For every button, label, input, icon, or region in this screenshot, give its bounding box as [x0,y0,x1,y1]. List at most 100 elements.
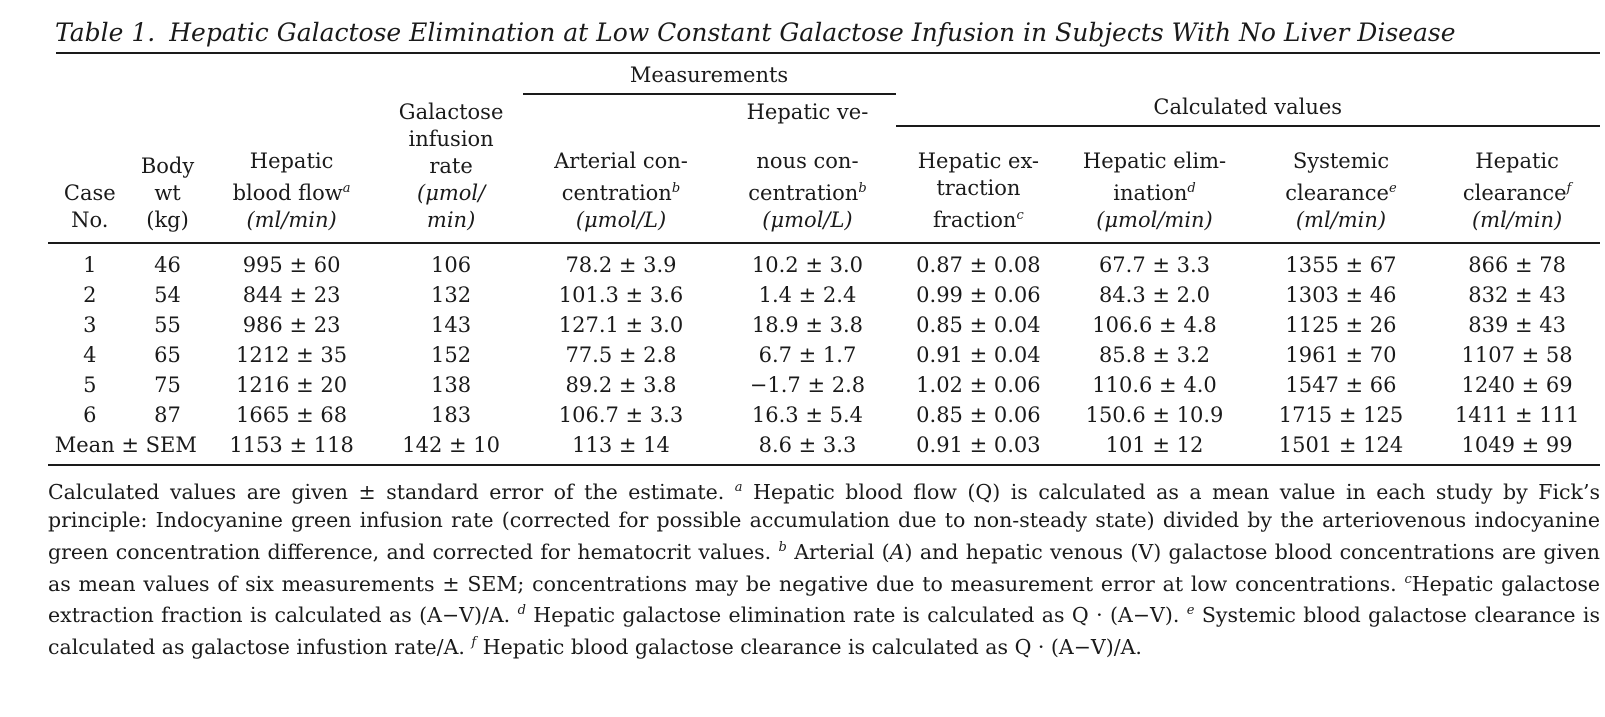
cell-body-wt: 55 [154,313,181,337]
cell-body-wt: 87 [154,403,181,427]
col-header-hepatic-clearance: Hepatic clearancef (ml/min) [1462,149,1572,232]
cell-extraction: 0.91 ± 0.04 [916,343,1041,367]
cell-arterial-conc: 106.7 ± 3.3 [558,403,684,427]
table-row: 4 65 1212 ± 35 152 77.5 ± 2.8 6.7 ± 1.7 … [48,340,1600,370]
cell-elimination: 150.6 ± 10.9 [1085,403,1224,427]
table-body: 1 46 995 ± 60 106 78.2 ± 3.9 10.2 ± 3.0 … [48,243,1600,465]
cell-extraction: 0.99 ± 0.06 [916,283,1041,307]
cell-hepatic-clearance: 1240 ± 69 [1461,373,1573,397]
cell-extraction: 0.85 ± 0.04 [916,313,1041,337]
cell-elimination: 85.8 ± 3.2 [1098,343,1211,367]
cell-systemic-clearance: 1125 ± 26 [1285,313,1397,337]
cell-body-wt: 75 [154,373,181,397]
cell-venous-conc: 10.2 ± 3.0 [751,253,864,277]
cell-infusion-rate: 138 [431,373,472,397]
cell-infusion-rate: 183 [431,403,472,427]
cell-arterial-conc: 101.3 ± 3.6 [558,283,684,307]
table-title: Table 1. Hepatic Galactose Elimination at… [20,16,1600,50]
cell-blood-flow: 995 ± 60 [242,253,341,277]
table-row: 5 75 1216 ± 20 138 89.2 ± 3.8 −1.7 ± 2.8… [48,370,1600,400]
cell-extraction: 1.02 ± 0.06 [916,373,1041,397]
document-page: Table 1. Hepatic Galactose Elimination at… [20,16,1600,661]
cell-mean-label: Mean ± SEM [54,433,197,457]
cell-systemic-clearance: 1715 ± 125 [1278,403,1404,427]
cell-arterial-conc: 77.5 ± 2.8 [565,343,677,367]
cell-blood-flow: 1153 ± 118 [229,433,354,457]
cell-elimination: 84.3 ± 2.0 [1098,283,1211,307]
group-header-measurements: Measurements [522,54,896,95]
cell-infusion-rate: 152 [431,343,472,367]
cell-blood-flow: 1212 ± 35 [236,343,348,367]
table-row: 6 87 1665 ± 68 183 106.7 ± 3.3 16.3 ± 5.… [48,400,1600,430]
cell-elimination: 110.6 ± 4.0 [1092,373,1217,397]
col-header-venous-conc: nous con- centrationb (μmol/L) [748,149,867,232]
group-header-row-2: Hepatic ve- Calculated values [48,94,1600,127]
cell-blood-flow: 1216 ± 20 [236,373,348,397]
cell-hepatic-clearance: 1107 ± 58 [1461,343,1573,367]
cell-systemic-clearance: 1303 ± 46 [1285,283,1397,307]
cell-body-wt: 65 [154,343,181,367]
col-header-blood-flow: Hepatic blood flowa (ml/min) [232,149,351,232]
cell-infusion-rate: 132 [431,283,472,307]
cell-extraction: 0.91 ± 0.03 [916,433,1041,457]
cell-venous-conc: 6.7 ± 1.7 [758,343,857,367]
cell-arterial-conc: 89.2 ± 3.8 [565,373,677,397]
cell-venous-conc: 8.6 ± 3.3 [758,433,857,457]
cell-hepatic-clearance: 866 ± 78 [1468,253,1566,277]
cell-venous-conc: −1.7 ± 2.8 [749,373,866,397]
group-header-row: Galactose Measurements [48,54,1600,124]
cell-infusion-rate: 143 [431,313,472,337]
cell-hepatic-clearance: 832 ± 43 [1468,283,1566,307]
title-rule [56,52,1600,54]
table-row: 1 46 995 ± 60 106 78.2 ± 3.9 10.2 ± 3.0 … [48,243,1600,280]
cell-systemic-clearance: 1501 ± 124 [1278,433,1404,457]
cell-hepatic-clearance: 1049 ± 99 [1461,433,1573,457]
table-row: 3 55 986 ± 23 143 127.1 ± 3.0 18.9 ± 3.8… [48,310,1600,340]
col-header-elimination: Hepatic elim- inationd (μmol/min) [1082,149,1227,232]
cell-blood-flow: 1665 ± 68 [236,403,348,427]
cell-blood-flow: 986 ± 23 [242,313,341,337]
column-header-row: Case No. Body wt (kg) Hepatic blood flow… [48,126,1600,243]
cell-venous-conc: 18.9 ± 3.8 [751,313,864,337]
cell-systemic-clearance: 1355 ± 67 [1285,253,1397,277]
table-title-text: Hepatic Galactose Elimination at Low Con… [169,18,1456,47]
cell-body-wt: 46 [154,253,181,277]
data-table: Galactose Measurements Hepatic ve- Calcu… [48,54,1600,466]
table-row-mean: Mean ± SEM 1153 ± 118 142 ± 10 113 ± 14 … [48,430,1600,465]
cell-body-wt: 54 [154,283,181,307]
col-header-case: Case No. [63,181,116,232]
group-header-calculated: Calculated values [895,94,1600,127]
cell-venous-conc: 16.3 ± 5.4 [751,403,864,427]
cell-case: 4 [83,343,97,367]
cell-case: 2 [83,283,97,307]
col-header-body-wt: Body wt (kg) [140,154,195,232]
cell-extraction: 0.87 ± 0.08 [916,253,1041,277]
col-header-extraction: Hepatic ex- traction fractionc [917,149,1040,232]
cell-arterial-conc: 127.1 ± 3.0 [558,313,684,337]
cell-systemic-clearance: 1961 ± 70 [1285,343,1397,367]
cell-case: 1 [83,253,97,277]
table-row: 2 54 844 ± 23 132 101.3 ± 3.6 1.4 ± 2.4 … [48,280,1600,310]
cell-case: 3 [83,313,97,337]
col-header-systemic-clearance: Systemic clearancee (ml/min) [1285,149,1397,232]
table-footnote: Calculated values are given ± standard e… [48,479,1601,660]
cell-infusion-rate: 142 ± 10 [402,433,500,457]
cell-infusion-rate: 106 [431,253,472,277]
cell-elimination: 67.7 ± 3.3 [1098,253,1211,277]
col-header-arterial-conc: Arterial con- centrationb (μmol/L) [554,149,688,232]
cell-elimination: 101 ± 12 [1105,433,1204,457]
cell-case: 5 [83,373,97,397]
col-header-infusion-rate-top: Galactose [398,100,504,124]
cell-venous-conc: 1.4 ± 2.4 [758,283,857,307]
cell-arterial-conc: 78.2 ± 3.9 [565,253,677,277]
table-label: Table 1. [55,18,156,47]
cell-elimination: 106.6 ± 4.8 [1092,313,1217,337]
cell-arterial-conc: 113 ± 14 [572,433,670,457]
cell-hepatic-clearance: 1411 ± 111 [1454,403,1580,427]
cell-extraction: 0.85 ± 0.06 [916,403,1041,427]
cell-systemic-clearance: 1547 ± 66 [1285,373,1397,397]
cell-blood-flow: 844 ± 23 [242,283,341,307]
col-header-venous-top: Hepatic ve- [746,100,869,124]
cell-case: 6 [83,403,97,427]
cell-hepatic-clearance: 839 ± 43 [1468,313,1566,337]
